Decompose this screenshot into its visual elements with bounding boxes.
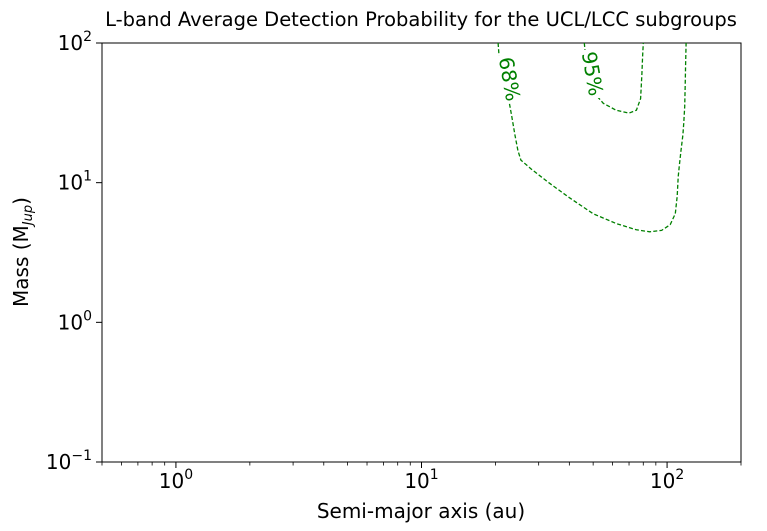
contour-line-95pct bbox=[583, 42, 644, 114]
y-tick-label: 101 bbox=[58, 169, 92, 195]
contour-line-68pct bbox=[497, 42, 687, 233]
y-axis-label: Mass (MJup) bbox=[9, 197, 36, 307]
chart-title: L-band Average Detection Probability for… bbox=[105, 8, 737, 31]
y-tick-label: 10−1 bbox=[46, 448, 92, 474]
y-tick-label: 100 bbox=[58, 308, 92, 334]
contour-label-gap-68pct bbox=[496, 55, 519, 104]
x-tick-label: 100 bbox=[159, 467, 193, 493]
y-tick-label: 102 bbox=[58, 29, 92, 55]
contour-label-gap-95pct bbox=[579, 49, 602, 98]
x-axis-label: Semi-major axis (au) bbox=[317, 499, 525, 523]
plot-frame bbox=[101, 42, 742, 463]
x-tick-label: 101 bbox=[404, 467, 438, 493]
x-tick-label: 102 bbox=[650, 467, 684, 493]
